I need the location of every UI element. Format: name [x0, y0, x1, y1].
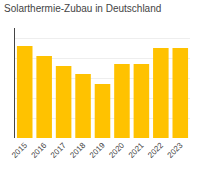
- svg-text:2019: 2019: [88, 140, 107, 159]
- svg-text:2016: 2016: [29, 140, 48, 159]
- svg-text:2015: 2015: [10, 140, 29, 159]
- svg-text:2020: 2020: [107, 140, 126, 159]
- svg-text:2018: 2018: [68, 140, 87, 159]
- svg-text:2017: 2017: [49, 140, 68, 159]
- svg-text:2022: 2022: [146, 140, 165, 159]
- svg-text:2021: 2021: [127, 140, 146, 159]
- svg-text:2023: 2023: [166, 140, 185, 159]
- svg-text:Solarthermie-Zubau in Deutschl: Solarthermie-Zubau in Deutschland: [4, 3, 161, 14]
